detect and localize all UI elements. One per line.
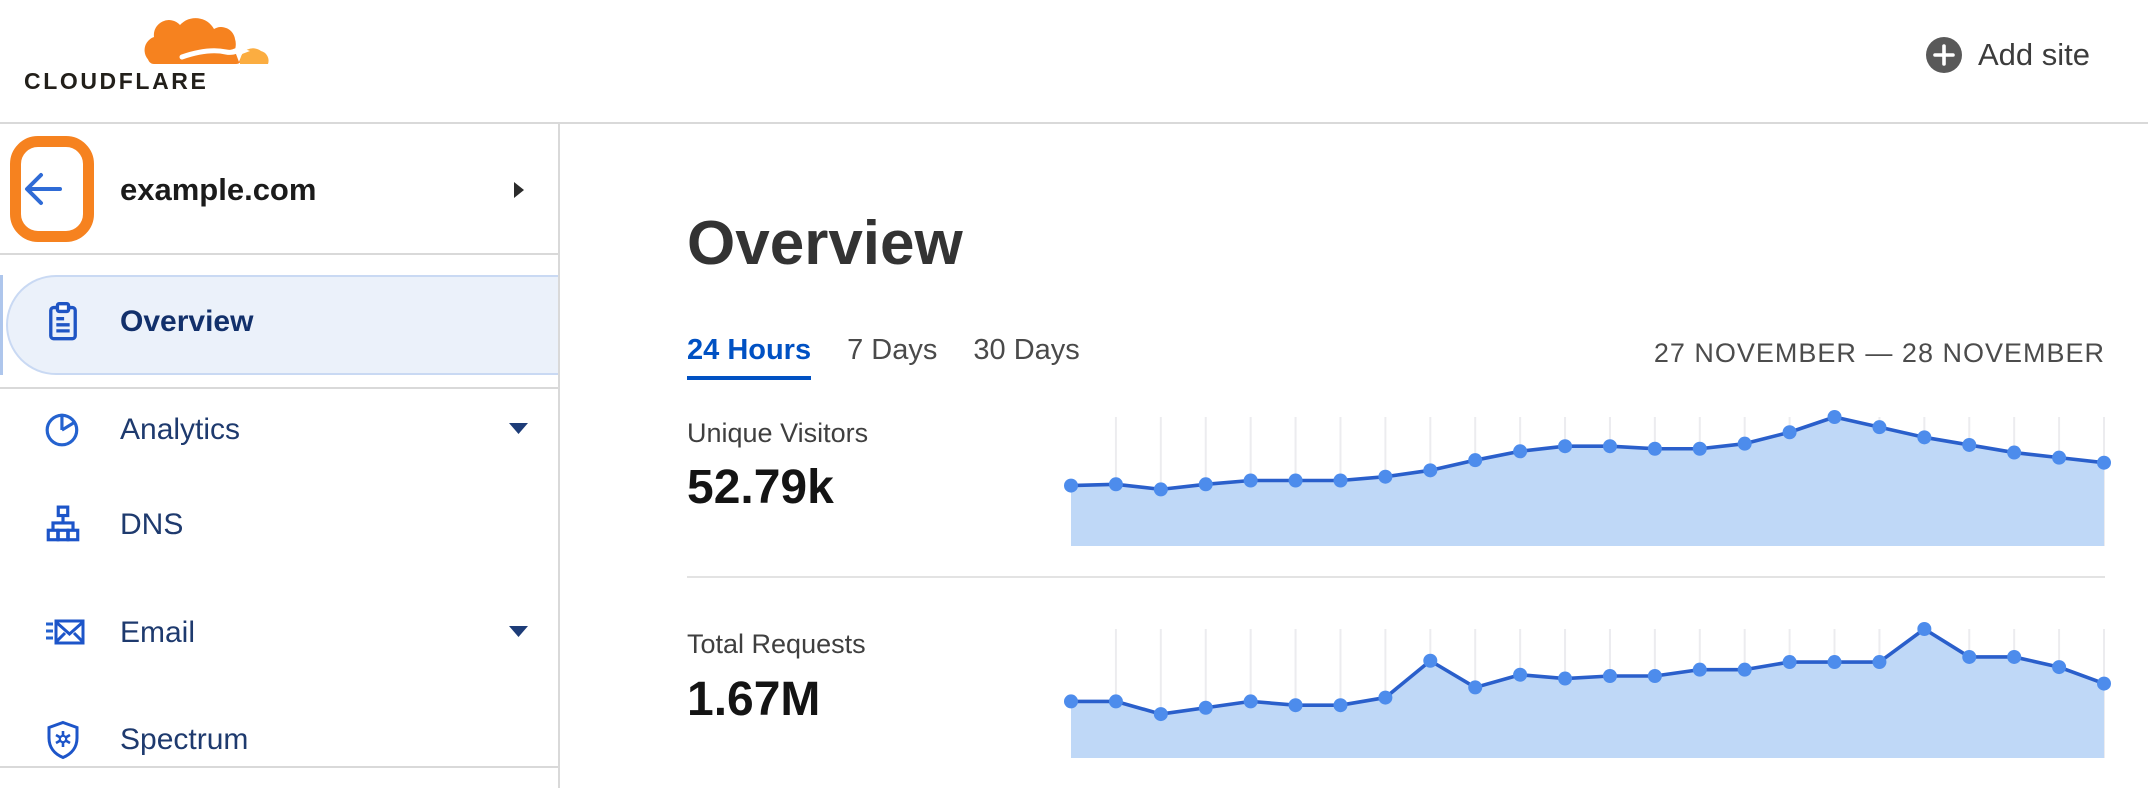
main-content: Overview 24 Hours 7 Days 30 Days 27 NOVE… xyxy=(562,124,2148,788)
tab-24-hours[interactable]: 24 Hours xyxy=(687,334,812,380)
sidebar-item-dns[interactable]: DNS xyxy=(0,503,558,547)
site-name: example.com xyxy=(120,171,317,207)
sidebar-item-analytics[interactable]: Analytics xyxy=(0,408,558,452)
active-item-accent xyxy=(0,275,3,375)
top-header: CLOUDFLARE Add site xyxy=(0,0,2148,124)
date-range-label: 27 NOVEMBER — 28 NOVEMBER xyxy=(1653,338,2105,368)
shield-asterisk-icon xyxy=(44,720,82,760)
back-button[interactable] xyxy=(18,164,68,214)
total-requests-value: 1.67M xyxy=(687,673,821,726)
cloudflare-cloud-icon xyxy=(140,6,270,68)
page-title: Overview xyxy=(687,209,963,278)
sidebar-item-label: DNS xyxy=(120,508,184,541)
pie-chart-icon xyxy=(44,410,82,448)
sidebar-divider xyxy=(0,387,558,389)
sidebar-item-label: Overview xyxy=(120,305,254,338)
cloudflare-wordmark: CLOUDFLARE xyxy=(24,68,209,94)
cloudflare-logo[interactable]: CLOUDFLARE xyxy=(24,2,269,98)
network-tree-icon xyxy=(44,505,82,545)
arrow-left-icon xyxy=(18,164,68,214)
unique-visitors-chart xyxy=(1064,410,2111,546)
add-site-button[interactable]: Add site xyxy=(1924,32,2090,78)
unique-visitors-label: Unique Visitors xyxy=(687,418,869,448)
sidebar-item-label: Spectrum xyxy=(120,723,249,756)
caret-down-icon xyxy=(509,626,528,638)
sidebar-item-label: Analytics xyxy=(120,413,241,446)
time-range-tabs: 24 Hours 7 Days 30 Days xyxy=(687,334,1080,380)
add-site-label: Add site xyxy=(1977,37,2090,72)
active-item-pill xyxy=(6,275,558,375)
sidebar-divider xyxy=(0,766,558,768)
total-requests-chart xyxy=(1064,622,2111,758)
sidebar-item-email[interactable]: Email xyxy=(0,611,558,655)
triangle-right-icon xyxy=(513,181,525,199)
site-switcher-row[interactable]: example.com xyxy=(0,124,558,255)
clipboard-icon xyxy=(44,302,82,342)
sidebar-item-overview[interactable]: Overview xyxy=(0,300,558,344)
sidebar-item-spectrum[interactable]: Spectrum xyxy=(0,718,558,762)
metric-row-divider xyxy=(687,576,2105,578)
caret-down-icon xyxy=(509,423,528,435)
plus-circle-icon xyxy=(1924,35,1964,75)
tab-30-days[interactable]: 30 Days xyxy=(973,334,1080,366)
tab-7-days[interactable]: 7 Days xyxy=(847,334,938,366)
total-requests-label: Total Requests xyxy=(687,629,866,659)
sidebar: example.com Overview xyxy=(0,124,560,788)
sidebar-item-label: Email xyxy=(120,616,196,649)
envelope-icon xyxy=(44,613,86,651)
unique-visitors-value: 52.79k xyxy=(687,461,834,514)
